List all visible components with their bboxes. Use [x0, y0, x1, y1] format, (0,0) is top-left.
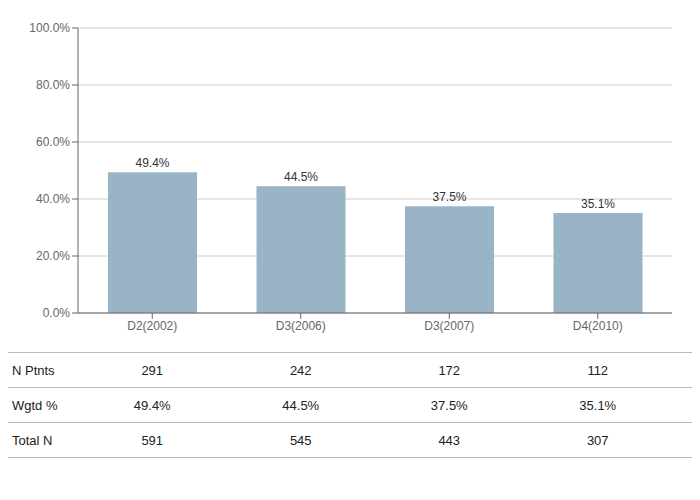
svg-text:D4(2010): D4(2010) — [573, 319, 623, 333]
svg-text:80.0%: 80.0% — [36, 78, 70, 92]
svg-text:20.0%: 20.0% — [36, 249, 70, 263]
html-text:112: 112 — [587, 362, 609, 378]
html-text:242: 242 — [289, 362, 312, 378]
html-text:35.1%: 35.1% — [579, 397, 617, 413]
svg-text:D3(2007): D3(2007) — [424, 319, 474, 333]
html-text:291: 291 — [141, 362, 164, 378]
html-text:172: 172 — [438, 362, 461, 378]
svg-text:D3(2006): D3(2006) — [276, 319, 326, 333]
svg-text:40.0%: 40.0% — [36, 192, 70, 206]
html-text:N Ptnts: N Ptnts — [12, 362, 55, 378]
svg-text:49.4%: 49.4% — [135, 156, 169, 170]
html-text:37.5%: 37.5% — [430, 397, 468, 413]
svg-text:60.0%: 60.0% — [36, 135, 70, 149]
svg-text:100.0%: 100.0% — [29, 21, 70, 35]
svg-text:35.1%: 35.1% — [581, 197, 615, 211]
html-text:Wgtd %: Wgtd % — [12, 397, 58, 413]
html-text:44.5%: 44.5% — [282, 397, 320, 413]
html-text:Total N: Total N — [12, 432, 53, 448]
svg-text:D2(2002): D2(2002) — [127, 319, 177, 333]
html-text:591: 591 — [141, 432, 164, 448]
html-text:443: 443 — [438, 432, 461, 448]
html-text:545: 545 — [289, 432, 312, 448]
svg-text:37.5%: 37.5% — [432, 190, 466, 204]
svg-text:0.0%: 0.0% — [43, 306, 71, 320]
html-text:49.4%: 49.4% — [133, 397, 171, 413]
html-text:307: 307 — [586, 432, 609, 448]
svg-text:44.5%: 44.5% — [284, 170, 318, 184]
